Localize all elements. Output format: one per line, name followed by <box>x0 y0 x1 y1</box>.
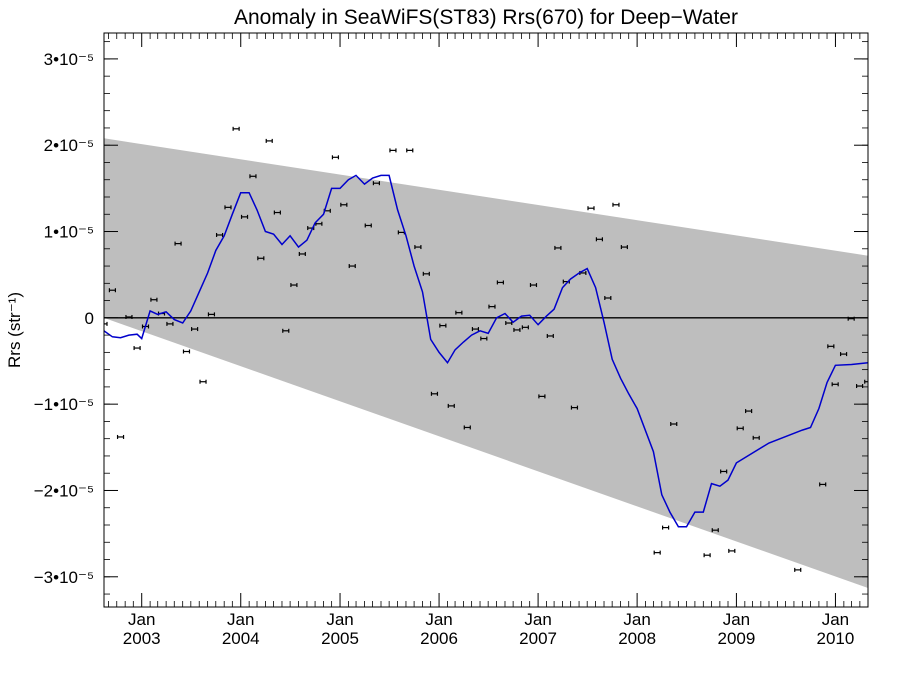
data-point <box>108 288 117 293</box>
data-point <box>439 323 447 328</box>
y-tick-label: 0 <box>85 309 94 328</box>
data-point <box>249 174 257 179</box>
data-point <box>166 321 174 326</box>
x-tick-year-label: 2007 <box>519 629 557 648</box>
data-point <box>364 223 372 228</box>
data-point <box>736 426 744 431</box>
data-point <box>125 314 133 319</box>
data-point <box>831 382 839 387</box>
x-tick-year-label: 2004 <box>222 629 260 648</box>
x-tick-year-label: 2005 <box>321 629 359 648</box>
data-point <box>604 295 612 300</box>
plot-frame <box>103 32 869 608</box>
y-tick-label: −1•10⁻⁵ <box>34 395 94 414</box>
x-tick-month-label: Jan <box>822 610 849 629</box>
x-tick-month-label: Jan <box>326 610 353 629</box>
x-tick-month-label: Jan <box>128 610 155 629</box>
x-tick-year-label: 2010 <box>817 629 855 648</box>
data-point <box>331 155 340 160</box>
data-point <box>521 325 529 330</box>
data-point <box>587 206 595 211</box>
data-point <box>463 425 471 430</box>
data-point <box>570 405 579 410</box>
x-tick-month-label: Jan <box>425 610 452 629</box>
data-point <box>265 138 273 143</box>
x-tick-year-label: 2008 <box>618 629 656 648</box>
data-point <box>282 328 290 333</box>
data-point <box>653 550 661 555</box>
data-point <box>546 333 554 338</box>
y-tick-label: −2•10⁻⁵ <box>34 481 94 500</box>
data-point <box>150 297 158 302</box>
data-point <box>480 336 488 341</box>
data-point <box>406 148 414 153</box>
data-point <box>595 237 604 242</box>
data-point <box>538 394 546 399</box>
data-point <box>488 304 496 309</box>
data-point <box>174 241 182 246</box>
data-point <box>471 327 480 332</box>
data-point <box>232 126 240 131</box>
data-point <box>273 210 281 215</box>
data-point <box>728 548 736 553</box>
data-point <box>670 422 678 427</box>
data-point <box>182 349 191 354</box>
data-point <box>720 469 728 474</box>
data-point <box>430 391 439 396</box>
data-point <box>745 409 753 414</box>
data-point <box>257 256 265 261</box>
x-tick-year-label: 2009 <box>718 629 756 648</box>
data-point <box>199 379 207 384</box>
data-point <box>414 245 422 250</box>
data-point <box>752 435 760 440</box>
data-point <box>496 280 504 285</box>
data-point <box>340 202 348 207</box>
data-point <box>513 327 521 332</box>
data-point <box>855 384 864 389</box>
data-point <box>191 327 199 332</box>
data-point <box>711 528 719 533</box>
data-point <box>554 245 562 250</box>
data-point <box>620 245 628 250</box>
data-point <box>529 283 538 288</box>
data-point <box>104 321 108 326</box>
y-tick-label: 2•10⁻⁵ <box>44 136 94 155</box>
data-point <box>703 553 711 558</box>
data-point <box>455 310 463 315</box>
data-point <box>447 403 455 408</box>
y-tick-label: 3•10⁻⁵ <box>44 50 94 69</box>
x-tick-month-label: Jan <box>623 610 650 629</box>
data-point <box>612 202 620 207</box>
data-point <box>662 525 670 530</box>
x-tick-year-label: 2003 <box>123 629 161 648</box>
data-point <box>839 352 848 357</box>
data-point <box>348 264 356 269</box>
data-point <box>207 312 216 317</box>
y-tick-label: −3•10⁻⁵ <box>34 568 94 587</box>
x-tick-month-label: Jan <box>524 610 551 629</box>
uncertainty-band <box>104 138 868 589</box>
plot-area: 3•10⁻⁵ 2•10⁻⁵ 1•10⁻⁵ 0 −1•10⁻⁵ −2•10⁻⁵ −3•10⁻⁵… <box>34 32 869 648</box>
data-point <box>298 251 306 256</box>
data-point <box>240 214 249 219</box>
data-point <box>422 271 430 276</box>
x-tick-month-label: Jan <box>723 610 750 629</box>
data-point <box>215 232 224 237</box>
x-tick-month-label: Jan <box>227 610 254 629</box>
data-point <box>827 344 835 349</box>
x-tick-year-label: 2006 <box>420 629 458 648</box>
smoothed-line <box>104 174 868 528</box>
y-tick-label: 1•10⁻⁵ <box>44 223 94 242</box>
data-point <box>389 148 397 153</box>
chart-title: Anomaly in SeaWiFS(ST83) Rrs(670) for De… <box>234 6 738 29</box>
data-point <box>819 482 827 487</box>
data-point <box>133 346 141 351</box>
data-point <box>794 567 802 572</box>
y-axis-label: Rrs (str⁻¹) <box>5 292 24 368</box>
data-point <box>290 283 298 288</box>
data-point <box>372 181 380 186</box>
data-point <box>224 205 232 210</box>
data-point <box>116 434 125 439</box>
